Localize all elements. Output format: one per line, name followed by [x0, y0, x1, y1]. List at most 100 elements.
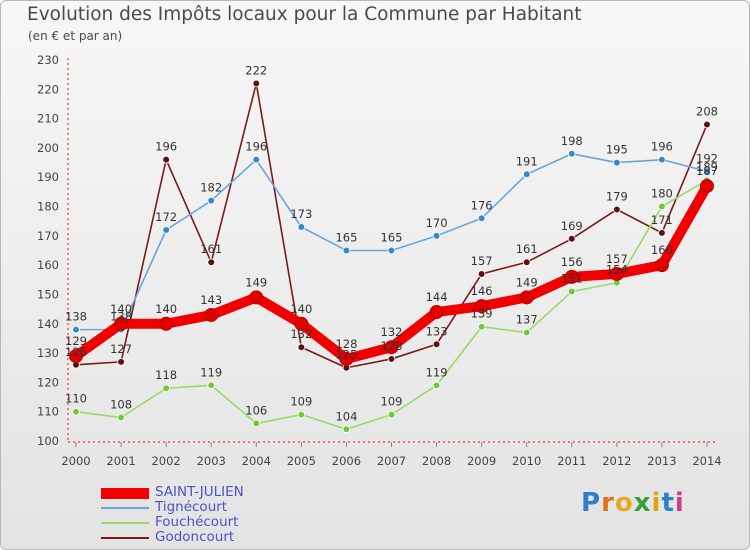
- data-label: 146: [471, 284, 493, 298]
- data-point: [339, 351, 354, 366]
- logo-letter: i: [674, 488, 685, 518]
- x-tick-label: 2006: [332, 454, 361, 468]
- y-tick-label: 160: [37, 258, 59, 272]
- data-label: 104: [335, 409, 357, 423]
- data-label: 198: [561, 134, 583, 148]
- data-label: 196: [245, 140, 267, 154]
- data-point: [477, 322, 486, 331]
- y-tick-label: 190: [37, 170, 59, 184]
- data-label: 172: [155, 210, 177, 224]
- data-label: 128: [381, 339, 403, 353]
- data-label: 182: [200, 181, 222, 195]
- data-point: [297, 223, 306, 231]
- x-tick-label: 2010: [512, 454, 541, 468]
- legend-swatch: [101, 522, 149, 524]
- y-tick-label: 170: [37, 229, 59, 243]
- data-point: [658, 155, 666, 164]
- legend-swatch: [101, 507, 149, 509]
- x-tick-label: 2007: [377, 454, 406, 468]
- data-label: 196: [155, 140, 177, 154]
- data-label: 119: [200, 365, 222, 379]
- y-tick-label: 130: [37, 346, 59, 360]
- data-point: [342, 246, 351, 255]
- x-tick-label: 2013: [647, 454, 676, 468]
- x-tick-label: 2008: [422, 454, 451, 468]
- data-point: [387, 410, 396, 419]
- data-point: [162, 155, 170, 164]
- data-label: 160: [651, 243, 673, 257]
- x-tick-label: 2004: [242, 454, 271, 468]
- data-label: 149: [245, 275, 267, 289]
- data-label: 110: [65, 392, 87, 406]
- legend-label: Tignécourt: [155, 499, 228, 515]
- data-point: [387, 355, 396, 363]
- data-label: 170: [426, 216, 448, 230]
- legend-swatch: [101, 487, 149, 499]
- data-label: 169: [561, 219, 583, 233]
- y-tick-label: 230: [37, 53, 59, 67]
- data-label: 195: [606, 143, 628, 157]
- data-label: 165: [381, 231, 403, 245]
- data-point: [522, 170, 531, 179]
- data-point: [522, 258, 531, 267]
- data-label: 189: [696, 160, 718, 174]
- data-point: [703, 167, 711, 176]
- data-point: [207, 258, 216, 267]
- data-label: 119: [426, 365, 448, 379]
- data-label: 180: [651, 187, 673, 201]
- data-point: [207, 381, 216, 390]
- logo-letter: t: [661, 488, 675, 518]
- x-tick-label: 2002: [151, 454, 180, 468]
- data-label: 140: [110, 302, 132, 316]
- data-point: [703, 120, 711, 129]
- data-point: [384, 340, 399, 355]
- data-label: 149: [516, 275, 538, 289]
- data-point: [429, 305, 444, 320]
- data-point: [117, 413, 125, 422]
- data-point: [162, 384, 170, 393]
- y-tick-label: 100: [37, 434, 59, 448]
- data-label: 161: [200, 242, 222, 256]
- data-label: 173: [290, 207, 312, 221]
- data-point: [654, 258, 669, 273]
- data-point: [432, 340, 441, 349]
- y-tick-label: 210: [37, 112, 59, 126]
- legend-label: Fouchécourt: [155, 514, 239, 530]
- data-label: 140: [290, 302, 312, 316]
- x-tick-label: 2001: [106, 454, 135, 468]
- data-point: [609, 266, 624, 281]
- data-point: [342, 425, 351, 434]
- data-point: [249, 290, 264, 305]
- data-point: [477, 214, 486, 223]
- y-tick-label: 220: [37, 82, 59, 96]
- y-tick-label: 150: [37, 287, 59, 301]
- data-label: 192: [696, 151, 718, 165]
- data-label: 157: [606, 252, 628, 266]
- data-label: 138: [65, 310, 87, 324]
- data-label: 129: [65, 334, 87, 348]
- data-label: 109: [290, 395, 312, 409]
- y-tick-label: 110: [37, 405, 59, 419]
- y-tick-label: 180: [37, 200, 59, 214]
- data-point: [204, 307, 219, 322]
- data-point: [252, 79, 261, 88]
- data-label: 109: [381, 395, 403, 409]
- data-label: 208: [696, 104, 718, 118]
- data-point: [699, 179, 714, 194]
- legend-label: Godoncourt: [155, 529, 235, 545]
- logo-letter: P: [581, 488, 602, 518]
- data-label: 144: [426, 290, 448, 304]
- data-label: 176: [471, 198, 493, 212]
- data-point: [658, 229, 666, 237]
- logo-letter: x: [633, 488, 652, 518]
- data-point: [162, 226, 170, 234]
- data-label: 222: [245, 63, 267, 77]
- data-point: [159, 316, 174, 331]
- data-label: 118: [155, 368, 177, 382]
- data-point: [658, 202, 666, 211]
- logo-letter: i: [651, 488, 662, 518]
- x-tick-label: 2009: [467, 454, 496, 468]
- data-label: 157: [471, 254, 493, 268]
- data-point: [69, 349, 83, 364]
- data-point: [387, 246, 396, 255]
